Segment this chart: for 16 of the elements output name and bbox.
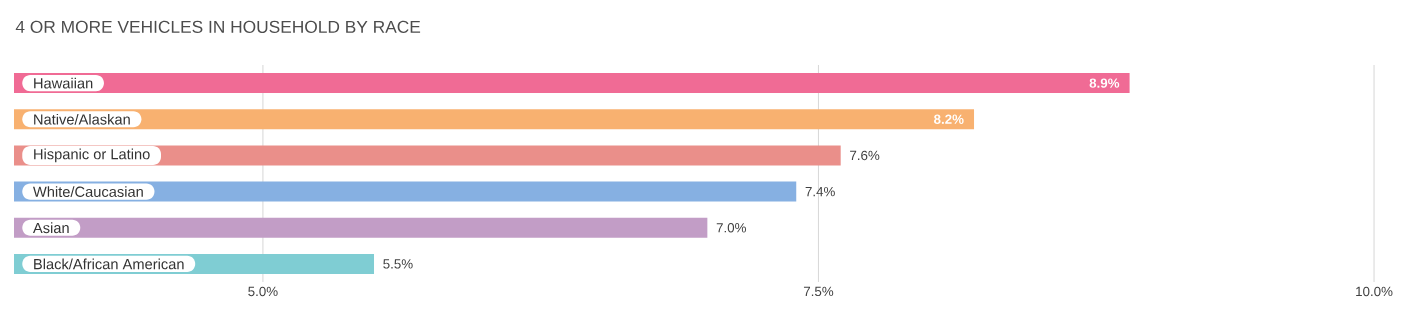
data-label: 8.2% <box>934 114 964 124</box>
data-label: 8.9% <box>1089 78 1120 88</box>
x-tick-label: 5.0% <box>248 286 278 297</box>
data-label: 7.4% <box>805 186 835 197</box>
x-tick-label: 10.0% <box>1356 286 1393 297</box>
x-tick-label: 7.5% <box>803 286 834 297</box>
chart-title: 4 OR MORE VEHICLES IN HOUSEHOLD BY RACE <box>15 20 421 33</box>
data-label: 7.0% <box>716 223 746 233</box>
y-tick-label: Native/Alaskan <box>34 113 130 125</box>
y-tick-label: Hawaiian <box>34 77 93 89</box>
y-tick-label: Hispanic or Latino <box>34 148 150 163</box>
data-label: 5.5% <box>383 259 413 269</box>
y-tick-label: White/Caucasian <box>33 186 143 197</box>
y-tick-label: Black/African American <box>34 258 184 270</box>
data-label: 7.6% <box>850 150 880 161</box>
y-tick-label: Asian <box>32 222 69 234</box>
